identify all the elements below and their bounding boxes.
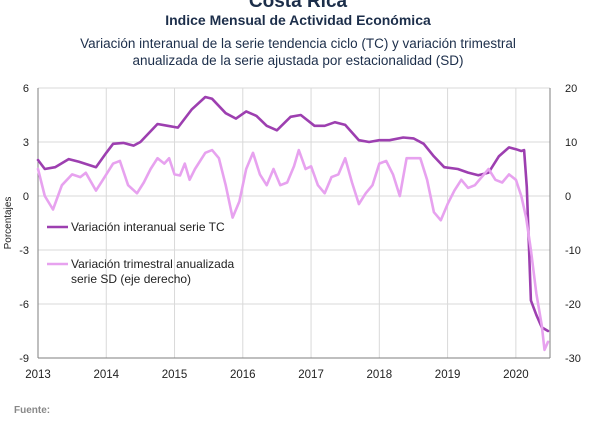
chart-subtitle: Variación interanual de la serie tendenc…: [0, 35, 596, 69]
chart-title: Indice Mensual de Actividad Económica: [165, 12, 431, 28]
chart-subtitle-line-1: Variación interanual de la serie tendenc…: [80, 36, 516, 51]
legend-label-tc: Variación interanual serie TC: [71, 220, 225, 234]
axes: 6 3 0 -3 -6 -9 20 10 0 -10 -20 -30 2013 2014 2015 2016 2…: [3, 83, 581, 381]
y-tick-label-right: -30: [565, 353, 581, 365]
x-tick-label: 2014: [93, 369, 119, 381]
legend-label-sd-line-1: Variación trimestral anualizada: [71, 257, 235, 271]
y-tick-label-left: 3: [23, 137, 29, 149]
y-tick-label-left: -6: [19, 299, 29, 311]
legend-label-sd-line-2: serie SD (eje derecho): [71, 272, 191, 286]
y-tick-label-right: -20: [565, 299, 581, 311]
y-tick-label-right: 20: [565, 83, 577, 95]
x-tick-label: 2018: [367, 369, 393, 381]
y-tick-label-left: -3: [19, 245, 29, 257]
series-layer: [36, 95, 550, 352]
y-tick-label-left: 0: [23, 191, 29, 203]
chart-subtitle-line-2: anualizada de la serie ajustada por esta…: [132, 53, 464, 68]
x-tick-label: 2019: [435, 369, 461, 381]
series-line-tc: [36, 95, 550, 333]
y-tick-label-left: 6: [23, 83, 29, 95]
y-tick-label-left: -9: [19, 353, 29, 365]
x-tick-label: 2020: [503, 369, 529, 381]
series-line-sd: [36, 148, 550, 352]
source-label: Fuente:: [14, 405, 51, 416]
y-tick-label-right: 0: [565, 191, 571, 203]
x-tick-label: 2017: [298, 369, 324, 381]
y-axis-label: Porcentajes: [3, 197, 14, 250]
y-tick-label-right: -10: [565, 245, 581, 257]
x-tick-label: 2015: [162, 369, 188, 381]
legend: Variación interanual serie TC Variación t…: [47, 220, 235, 286]
x-tick-label: 2013: [25, 369, 51, 381]
x-tick-label: 2016: [230, 369, 256, 381]
y-tick-label-right: 10: [565, 137, 577, 149]
legend-label-sd: Variación trimestral anualizada serie SD …: [71, 257, 235, 286]
report-header-title: Costa Rica: [248, 0, 348, 12]
